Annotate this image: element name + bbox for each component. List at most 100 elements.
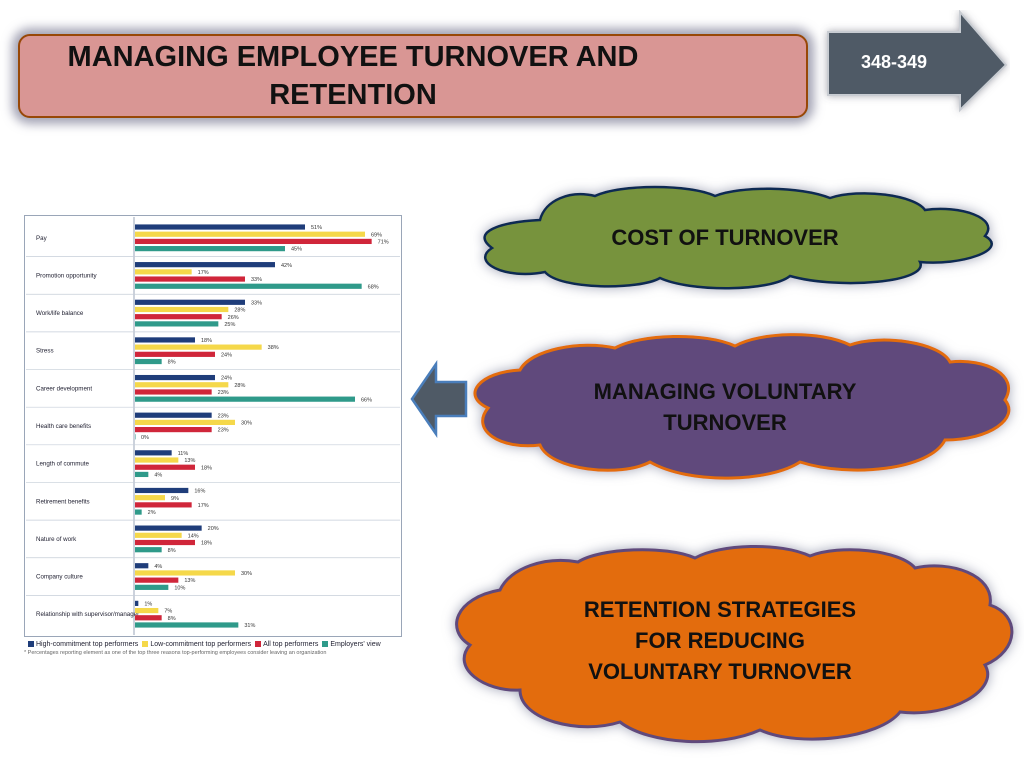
bar [135, 434, 136, 440]
bar-value-label: 26% [228, 315, 239, 321]
bar [135, 419, 235, 425]
bar-value-label: 31% [244, 623, 255, 629]
bar-value-label: 28% [234, 308, 245, 314]
legend-swatch [28, 641, 34, 648]
bar [135, 389, 212, 395]
page-reference: 348-349 [860, 52, 928, 72]
bar-value-label: 10% [174, 585, 185, 591]
title-line-2: RETENTION [269, 79, 437, 111]
retention-cloud-icon[interactable] [455, 545, 1014, 744]
bar-value-label: 14% [188, 533, 199, 539]
bar-value-label: 38% [268, 345, 279, 351]
chart-footnote: * Percentages reporting element as one o… [24, 650, 327, 656]
bar [135, 412, 212, 418]
turnover-reasons-chart: Pay 51% 69% 71% 45% Promotion opportunity 42% 1… [24, 215, 402, 637]
bar-value-label: 42% [281, 263, 292, 269]
bar [135, 615, 162, 621]
legend-entry: All top performers [263, 641, 319, 648]
bar-value-label: 11% [178, 451, 189, 457]
bar [135, 351, 215, 357]
bar-value-label: 1% [144, 601, 152, 607]
bar-value-label: 8% [168, 616, 176, 622]
bar [135, 231, 365, 237]
bar [135, 509, 142, 515]
bar-value-label: 23% [218, 428, 229, 434]
bar [135, 246, 285, 252]
category-label: Health care benefits [36, 423, 91, 430]
bar-value-label: 24% [221, 352, 232, 358]
category-label: Company culture [36, 574, 83, 581]
bar-value-label: 17% [198, 270, 209, 276]
bar-value-label: 18% [201, 338, 212, 344]
bar [135, 577, 179, 583]
legend-swatch [142, 641, 149, 648]
bar [135, 487, 189, 494]
bar-value-label: 2% [148, 510, 156, 516]
category-label: Stress [36, 348, 54, 355]
category-label: Retirement benefits [36, 498, 90, 505]
bar-value-label: 68% [368, 284, 379, 290]
bar-value-label: 8% [168, 548, 176, 554]
legend-swatch [255, 641, 262, 648]
bar [135, 269, 192, 275]
bar [135, 584, 169, 590]
bar [135, 283, 362, 289]
bar [135, 262, 275, 268]
bar-value-label: 20% [208, 526, 219, 532]
bar [135, 306, 229, 313]
bar-value-label: 13% [184, 578, 195, 584]
category-label: Relationship with supervisor/manager [36, 611, 139, 618]
bar-value-label: 45% [291, 247, 302, 253]
bar [135, 547, 162, 553]
title-line-1: MANAGING EMPLOYEE TURNOVER AND [67, 41, 639, 73]
bar-value-label: 9% [171, 496, 179, 502]
bar [135, 224, 305, 230]
bar [135, 607, 159, 614]
cost-cloud-icon[interactable] [483, 185, 993, 290]
bar-value-label: 18% [201, 541, 212, 547]
category-label: Career development [36, 385, 92, 392]
cost-cloud-label: COST OF TURNOVER [611, 225, 839, 250]
bar [135, 600, 139, 606]
bar [135, 396, 355, 402]
bar-value-label: 24% [221, 376, 232, 382]
bar [135, 471, 149, 478]
bar [135, 314, 222, 320]
bar-value-label: 4% [154, 564, 162, 570]
back-arrow-icon[interactable] [410, 360, 470, 438]
category-label: Pay [36, 235, 48, 242]
bar-value-label: 23% [218, 390, 229, 396]
bar [135, 457, 179, 463]
bar-value-label: 71% [378, 240, 389, 246]
bar-value-label: 30% [241, 421, 252, 427]
bar [135, 622, 239, 628]
bar-value-label: 7% [164, 609, 172, 615]
legend-entry: Low-commitment top performers [150, 641, 252, 648]
bar [135, 450, 172, 456]
bar [135, 276, 245, 282]
legend-swatch [322, 641, 329, 648]
bar [135, 382, 229, 388]
bar [135, 337, 195, 343]
bar [135, 344, 262, 350]
bar [135, 321, 219, 327]
title-box: MANAGING EMPLOYEE TURNOVER AND RETENTION [18, 34, 808, 118]
page-arrow-icon[interactable] [820, 10, 1010, 120]
voluntary-cloud-icon[interactable] [473, 333, 1011, 480]
bar [135, 464, 195, 470]
category-label: Promotion opportunity [36, 272, 97, 279]
bar [135, 238, 372, 245]
bar-value-label: 25% [224, 322, 235, 328]
slide-title: MANAGING EMPLOYEE TURNOVER AND RETENTION [68, 38, 639, 114]
bar-value-label: 17% [198, 503, 209, 509]
legend-entry: Employers' view [330, 641, 381, 648]
bar-value-label: 33% [251, 300, 262, 306]
bar [135, 299, 245, 305]
legend-entry: High-commitment top performers [36, 641, 139, 648]
category-label: Work/life balance [36, 310, 84, 317]
bar-value-label: 16% [194, 489, 205, 495]
bar-value-label: 66% [361, 397, 372, 403]
bar [135, 374, 215, 381]
retention-cloud-label: RETENTION STRATEGIES FOR REDUCING VOLUNT… [583, 597, 857, 684]
bar-value-label: 0% [141, 435, 149, 441]
